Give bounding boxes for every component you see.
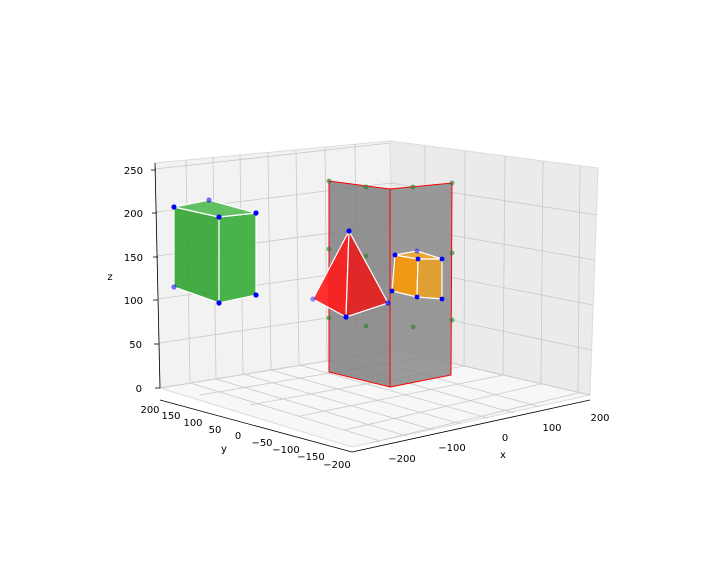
plane-point	[449, 317, 455, 323]
x-tick-label: 100	[542, 423, 561, 434]
y-tick-label: 50	[209, 425, 222, 436]
axis-lines	[154, 162, 591, 453]
plane-point	[363, 184, 369, 190]
x-tick-label: −200	[388, 454, 415, 465]
y-tick-label: −200	[323, 460, 350, 471]
z-tick-label: 250	[124, 166, 143, 177]
y-tick-label: −100	[272, 445, 299, 456]
vertex	[439, 296, 445, 302]
plane-points	[326, 178, 455, 330]
green-box-front-face	[173, 206, 220, 304]
vertex	[385, 300, 391, 306]
vertex	[346, 228, 352, 234]
plane-point	[363, 253, 369, 259]
vertex	[389, 288, 395, 294]
plane-point	[326, 315, 332, 321]
red-pyramid	[312, 230, 389, 318]
plane-point	[326, 178, 332, 184]
x-tick-labels: −200 −100 0 100 200	[388, 413, 609, 465]
y-axis-line	[159, 399, 353, 453]
green-box-vertices	[171, 197, 259, 306]
orange-box-left-face	[391, 254, 419, 298]
green-box	[173, 199, 257, 304]
orange-box	[391, 250, 443, 300]
z-tick-labels: 0 50 100 150 200 250	[124, 166, 143, 395]
plane-point	[449, 180, 455, 186]
green-box-side-face	[218, 212, 257, 304]
x-tick-label: 200	[590, 413, 609, 424]
vertex	[253, 210, 259, 216]
vertex	[171, 204, 177, 210]
orange-box-vertices	[389, 248, 445, 302]
red-pyramid-right-face	[345, 230, 389, 318]
vertex	[392, 252, 398, 258]
plane-point	[449, 250, 455, 256]
orange-box-right-face	[416, 258, 443, 300]
z-axis-ticks	[151, 169, 160, 389]
x-axis-label: x	[500, 450, 506, 461]
y-tick-label: 0	[235, 431, 241, 442]
vertex	[414, 248, 420, 254]
vertex	[414, 294, 420, 300]
x-tick-label: 0	[502, 433, 508, 444]
plane-point	[410, 324, 416, 330]
vertex	[171, 284, 177, 290]
z-tick-label: 100	[124, 296, 143, 307]
vertex	[216, 214, 222, 220]
vertex	[310, 296, 316, 302]
z-tick-label: 150	[124, 253, 143, 264]
plane-point	[326, 246, 332, 252]
y-tick-label: 150	[161, 411, 180, 422]
plane-point	[410, 184, 416, 190]
z-axis-label: z	[107, 272, 112, 283]
vertex	[439, 256, 445, 262]
vertex	[206, 197, 212, 203]
z-tick-label: 0	[136, 384, 142, 395]
vertex	[253, 292, 259, 298]
red-pyramid-vertices	[310, 228, 391, 320]
z-tick-label: 50	[129, 340, 142, 351]
x-tick-label: −100	[438, 443, 465, 454]
z-tick-label: 200	[124, 209, 143, 220]
z-axis-line	[154, 162, 161, 389]
y-axis-label: y	[221, 444, 227, 455]
vertex	[216, 300, 222, 306]
y-tick-label: 100	[183, 418, 202, 429]
x-axis-line	[351, 399, 591, 453]
y-tick-label: 200	[140, 405, 159, 416]
y-tick-label: −150	[297, 452, 324, 463]
vertex	[415, 256, 421, 262]
plane-point	[363, 323, 369, 329]
y-tick-labels: 200 150 100 50 0 −50 −100 −150 −200	[140, 405, 350, 471]
vertex	[343, 314, 349, 320]
y-tick-label: −50	[251, 438, 272, 449]
